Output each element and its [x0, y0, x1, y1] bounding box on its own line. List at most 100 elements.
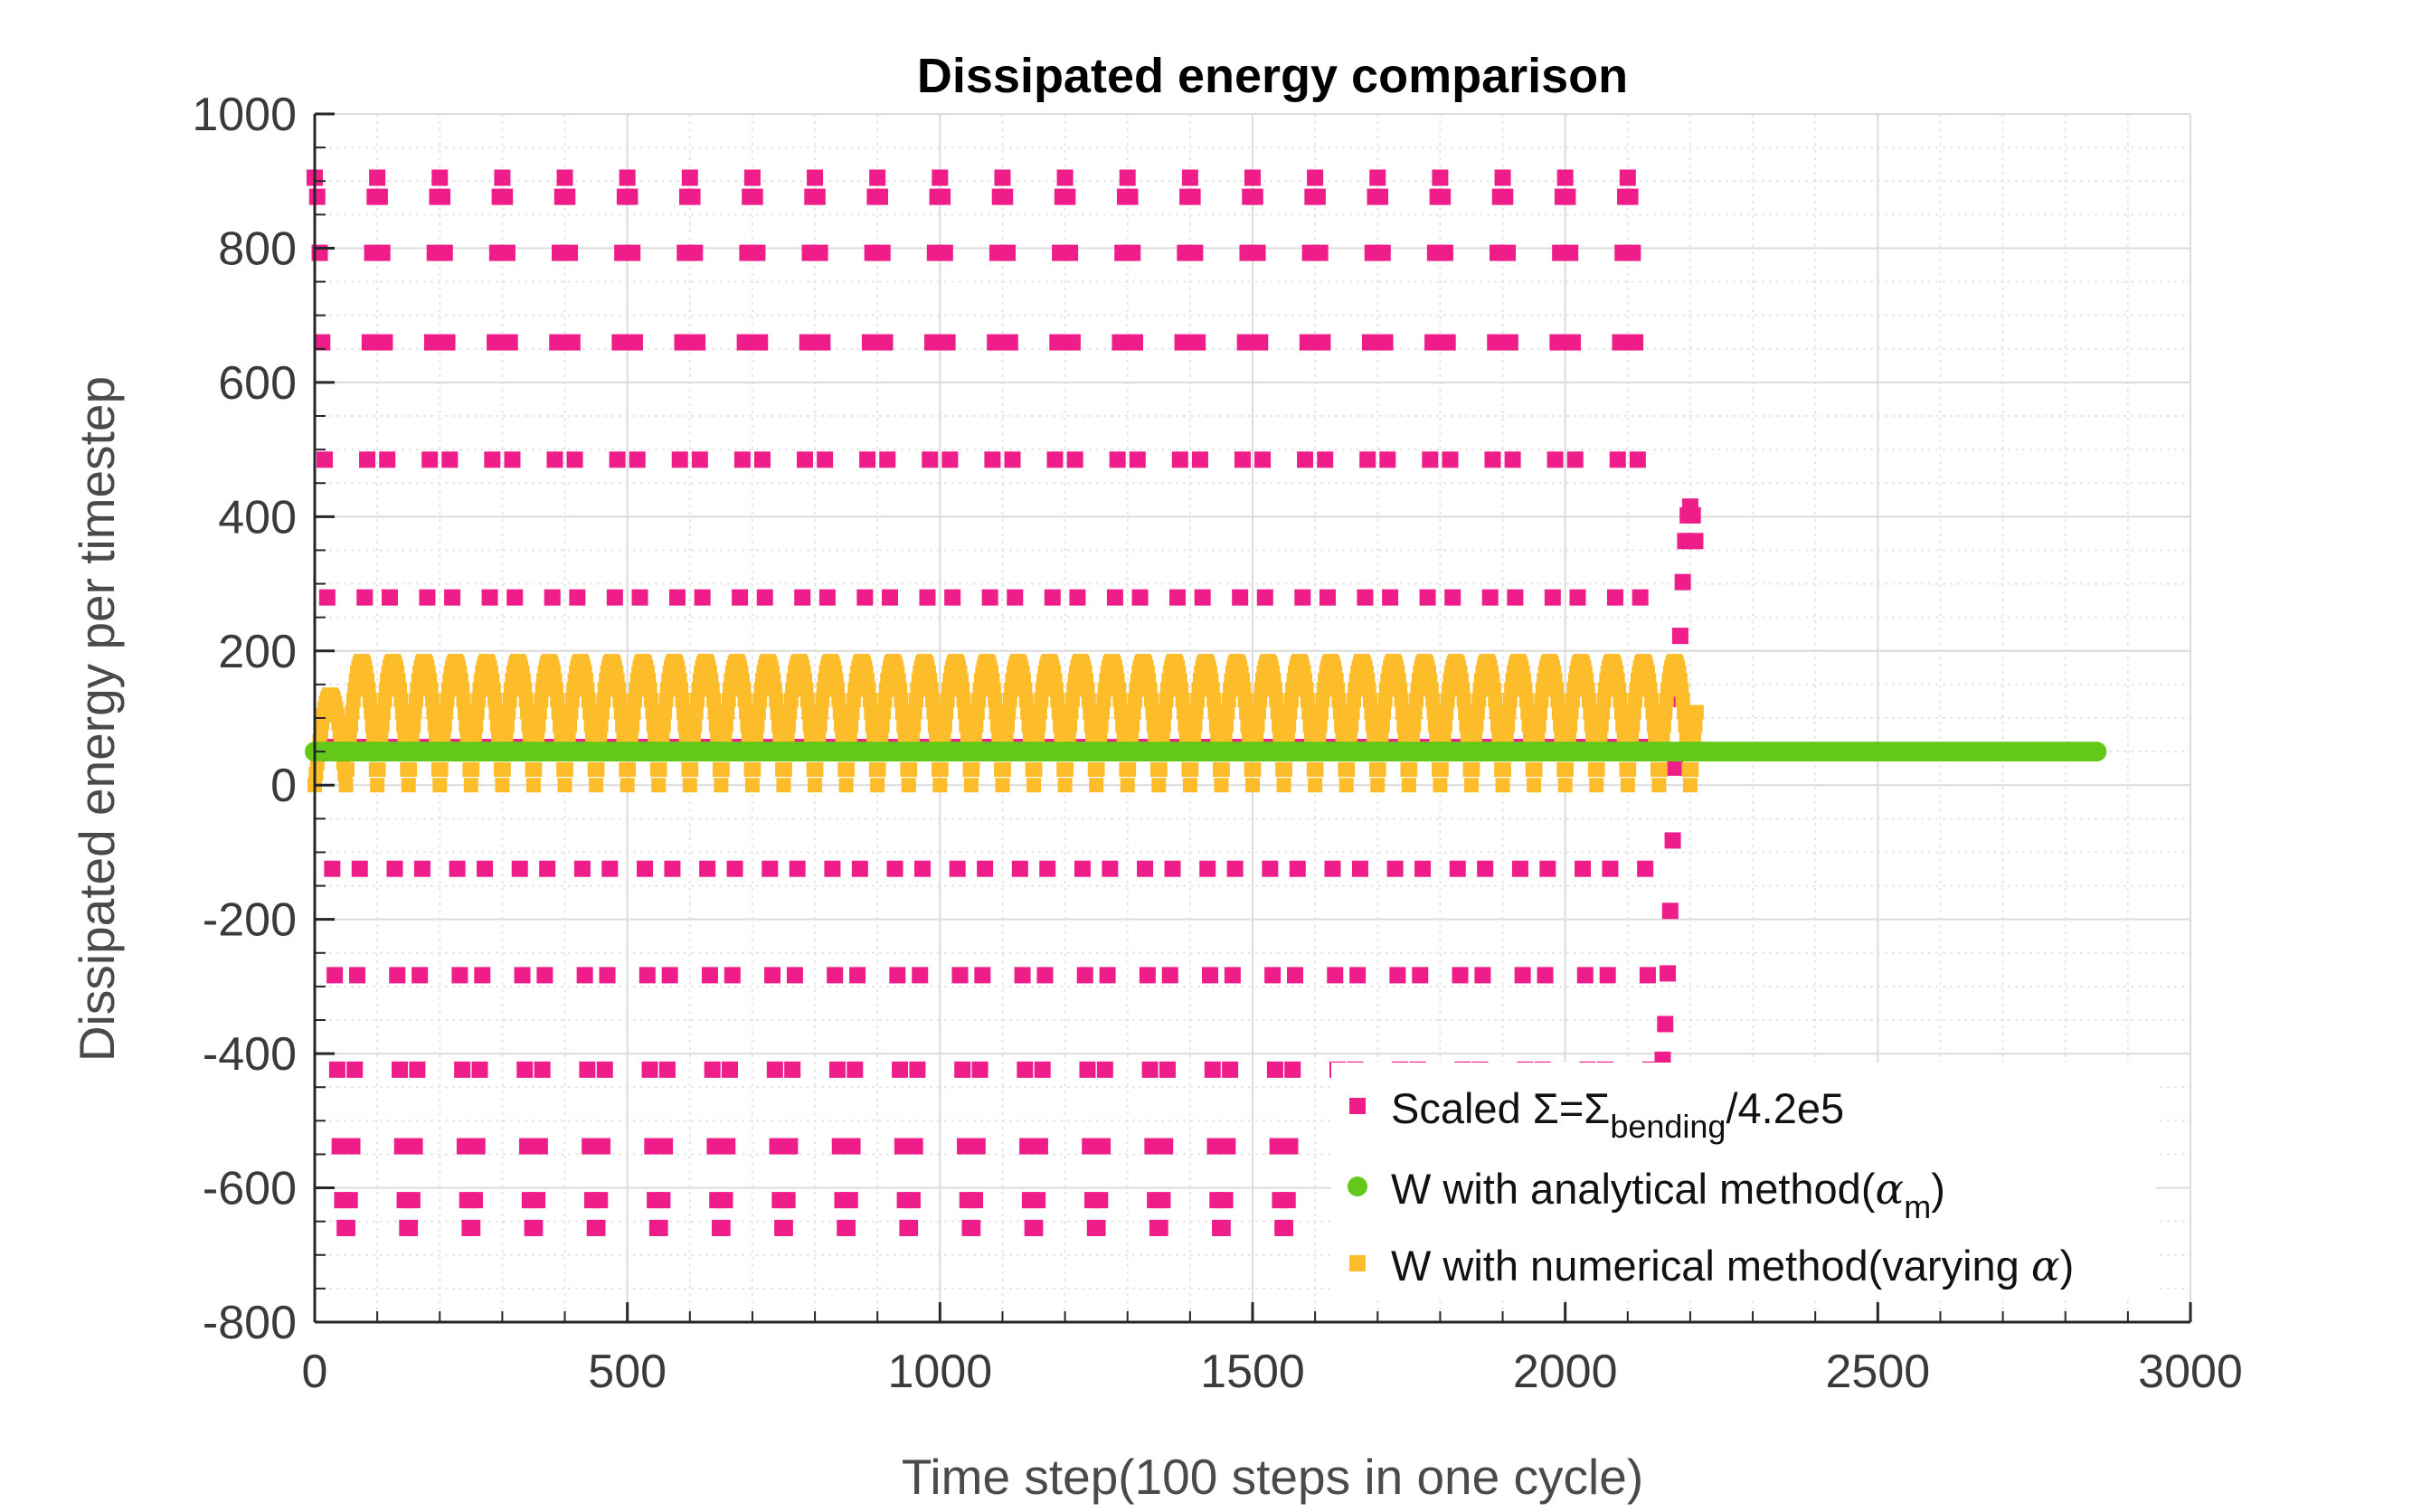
legend-label: Scaled Σ=Σbending/4.2e5: [1391, 1084, 1844, 1145]
numerical-point: [746, 762, 761, 778]
numerical-point: [809, 762, 824, 778]
scaled-point: [1014, 967, 1031, 984]
numerical-point: [1559, 762, 1575, 778]
scaled-point: [324, 860, 341, 877]
scaled-point: [1151, 1219, 1168, 1236]
scaled-point: [1092, 1192, 1109, 1209]
scaled-point: [903, 1192, 921, 1209]
scaled-point: [701, 967, 718, 984]
x-axis-title: Time step(100 steps in one cycle): [902, 1449, 1643, 1505]
numerical-point: [675, 693, 690, 708]
numerical-point: [364, 704, 379, 720]
scaled-point: [386, 860, 403, 877]
numerical-point: [1145, 704, 1160, 720]
scaled-point: [769, 1138, 786, 1155]
scaled-point: [686, 244, 704, 261]
scaled-point: [1556, 169, 1574, 186]
scaled-point: [1559, 188, 1576, 205]
scaled-point: [684, 188, 701, 205]
numerical-point: [1557, 778, 1573, 793]
scaled-point: [389, 967, 406, 984]
scaled-point: [766, 1061, 783, 1078]
numerical-point: [876, 704, 892, 720]
numerical-point: [1090, 762, 1105, 778]
scaled-point: [392, 1061, 409, 1078]
numerical-point: [401, 778, 416, 793]
numerical-point: [469, 704, 485, 720]
scaled-point: [381, 589, 398, 606]
numerical-point: [499, 718, 515, 733]
numerical-point: [831, 693, 847, 708]
scaled-point: [1576, 967, 1594, 984]
numerical-point: [1215, 762, 1230, 778]
scaled-point: [761, 860, 779, 877]
scaled-point: [504, 451, 521, 468]
numerical-point: [1331, 693, 1347, 708]
scaled-point: [436, 244, 453, 261]
scaled-point: [861, 334, 878, 351]
numerical-point: [1031, 718, 1046, 733]
scaled-point: [1096, 1061, 1113, 1078]
scaled-point: [454, 1061, 471, 1078]
scaled-point: [1297, 451, 1314, 468]
scaled-point: [719, 1138, 736, 1155]
scaled-point: [606, 589, 623, 606]
numerical-point: [621, 762, 637, 778]
numerical-point: [718, 718, 733, 733]
scaled-point: [1236, 334, 1253, 351]
numerical-point: [714, 762, 730, 778]
numerical-point: [845, 704, 860, 720]
numerical-point: [1093, 718, 1109, 733]
scaled-point: [1484, 451, 1501, 468]
scaled-point: [841, 1192, 858, 1209]
scaled-point: [563, 334, 581, 351]
numerical-point: [1250, 718, 1265, 733]
scaled-point: [1687, 533, 1704, 550]
numerical-point: [1563, 718, 1578, 733]
scaled-point: [851, 860, 868, 877]
scaled-point: [451, 967, 468, 984]
scaled-point: [609, 451, 626, 468]
scaled-point: [1129, 451, 1146, 468]
scaled-point: [1494, 169, 1511, 186]
scaled-point: [338, 1219, 355, 1236]
numerical-point: [1527, 778, 1542, 793]
scaled-point: [1194, 589, 1211, 606]
scaled-point: [964, 1219, 981, 1236]
scaled-point: [954, 1061, 971, 1078]
numerical-point: [625, 718, 640, 733]
scaled-point: [941, 451, 959, 468]
scaled-point: [556, 169, 573, 186]
y-tick-label: 200: [218, 626, 297, 678]
numerical-point: [1176, 704, 1191, 720]
scaled-point: [511, 860, 528, 877]
numerical-point: [432, 778, 448, 793]
numerical-point: [995, 778, 1010, 793]
scaled-point: [1499, 244, 1517, 261]
numerical-point: [956, 693, 971, 708]
scaled-point: [1046, 451, 1064, 468]
scaled-point: [1434, 188, 1452, 205]
scaled-point: [569, 589, 586, 606]
scaled-point: [1004, 451, 1021, 468]
numerical-point: [957, 704, 972, 720]
numerical-point: [812, 718, 828, 733]
scaled-point: [1139, 967, 1156, 984]
numerical-point: [1032, 704, 1047, 720]
numerical-point: [371, 762, 386, 778]
numerical-point: [1550, 693, 1565, 708]
scaled-point: [889, 967, 906, 984]
scaled-point: [974, 967, 991, 984]
scaled-point: [1191, 451, 1208, 468]
scaled-point: [573, 860, 591, 877]
numerical-point: [613, 704, 629, 720]
numerical-point: [1531, 718, 1547, 733]
numerical-point: [906, 718, 922, 733]
numerical-point: [652, 762, 667, 778]
scaled-point: [406, 1138, 423, 1155]
numerical-point: [1463, 778, 1479, 793]
scaled-point: [484, 451, 501, 468]
scaled-point: [894, 1138, 911, 1155]
numerical-point: [676, 704, 691, 720]
numerical-point: [1089, 778, 1104, 793]
